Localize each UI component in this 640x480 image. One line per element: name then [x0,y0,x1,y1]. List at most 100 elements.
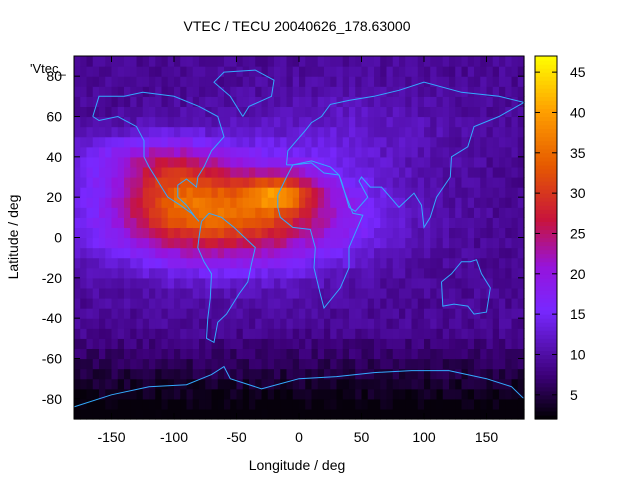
heatmap-cell [92,197,100,208]
heatmap-cell [411,287,419,299]
heatmap-cell [317,358,325,370]
heatmap-cell [411,368,419,380]
heatmap-cell [436,227,444,239]
heatmap-cell [449,358,456,370]
heatmap-cell [80,257,88,269]
heatmap-cell [224,358,231,370]
heatmap-cell [361,287,369,299]
heatmap-cell [455,368,463,380]
heatmap-cell [286,237,294,249]
heatmap-cell [274,76,281,87]
colorbar-segment [535,386,557,392]
heatmap-cell [92,247,100,259]
heatmap-cell [242,368,250,380]
heatmap-cell [386,197,394,208]
heatmap-cell [380,287,388,299]
heatmap-cell [142,166,150,178]
heatmap-cell [211,116,219,128]
heatmap-cell [174,348,181,360]
heatmap-cell [430,86,438,97]
heatmap-cell [517,86,525,97]
heatmap-cell [230,207,238,218]
heatmap-cell [411,267,419,279]
heatmap-cell [330,398,338,410]
heatmap-cell [505,227,513,239]
heatmap-cell [411,257,419,269]
heatmap-cell [74,177,81,188]
heatmap-cell [361,56,369,67]
heatmap-cell [167,408,175,420]
heatmap-cell [217,146,225,158]
heatmap-cell [74,136,81,148]
heatmap-cell [236,398,244,410]
heatmap-cell [361,318,369,329]
heatmap-cell [424,197,431,208]
heatmap-cell [417,348,425,360]
heatmap-cell [517,106,525,118]
heatmap-cell [242,257,250,269]
heatmap-cell [405,136,413,148]
heatmap-cell [305,166,313,178]
heatmap-cell [436,398,444,410]
heatmap-cell [317,96,325,108]
heatmap-cell [380,318,388,329]
heatmap-cell [249,368,256,380]
heatmap-cell [386,368,394,380]
heatmap-cell [230,177,238,188]
heatmap-cell [86,126,94,138]
heatmap-cell [299,378,306,390]
heatmap-cell [392,76,400,87]
heatmap-cell [442,207,450,218]
heatmap-cell [117,86,125,97]
heatmap-cell [217,56,225,67]
heatmap-cell [405,156,413,168]
heatmap-cell [236,187,244,198]
heatmap-cell [142,257,150,269]
heatmap-cell [349,318,356,329]
colorbar-segment [535,128,557,134]
colorbar-segment [535,277,557,283]
heatmap-cell [492,207,500,218]
heatmap-cell [167,398,175,410]
heatmap-cell [261,217,269,229]
heatmap-cell [424,328,431,339]
heatmap-cell [105,388,113,400]
heatmap-cell [274,237,281,249]
heatmap-cell [267,227,275,239]
heatmap-cell [349,247,356,259]
heatmap-cell [511,237,519,249]
heatmap-cell [492,287,500,299]
heatmap-cell [330,96,338,108]
colorbar-tick-label: 5 [570,387,578,403]
heatmap-cell [349,116,356,128]
heatmap-cell [205,378,213,390]
heatmap-cell [374,56,381,67]
heatmap-cell [236,408,244,420]
heatmap-cell [99,287,106,299]
heatmap-cell [449,227,456,239]
heatmap-cell [124,197,131,208]
heatmap-cell [280,227,288,239]
heatmap-cell [305,217,313,229]
heatmap-cell [342,166,350,178]
heatmap-cell [467,338,475,350]
colorbar-segment [535,350,557,356]
heatmap-cell [199,86,206,97]
key-label: 'Vtec_ [30,61,66,76]
heatmap-cell [305,96,313,108]
heatmap-cell [411,207,419,218]
heatmap-cell [292,408,300,420]
heatmap-cell [442,227,450,239]
heatmap-cell [349,86,356,97]
heatmap-cell [217,388,225,400]
colorbar-segment [535,209,557,214]
heatmap-cell [480,267,488,279]
heatmap-cell [386,328,394,339]
heatmap-cell [274,328,281,339]
heatmap-cell [136,277,144,289]
heatmap-cell [80,76,88,87]
heatmap-cell [136,177,144,188]
heatmap-cell [499,398,506,410]
heatmap-cell [367,378,375,390]
heatmap-cell [149,86,156,97]
